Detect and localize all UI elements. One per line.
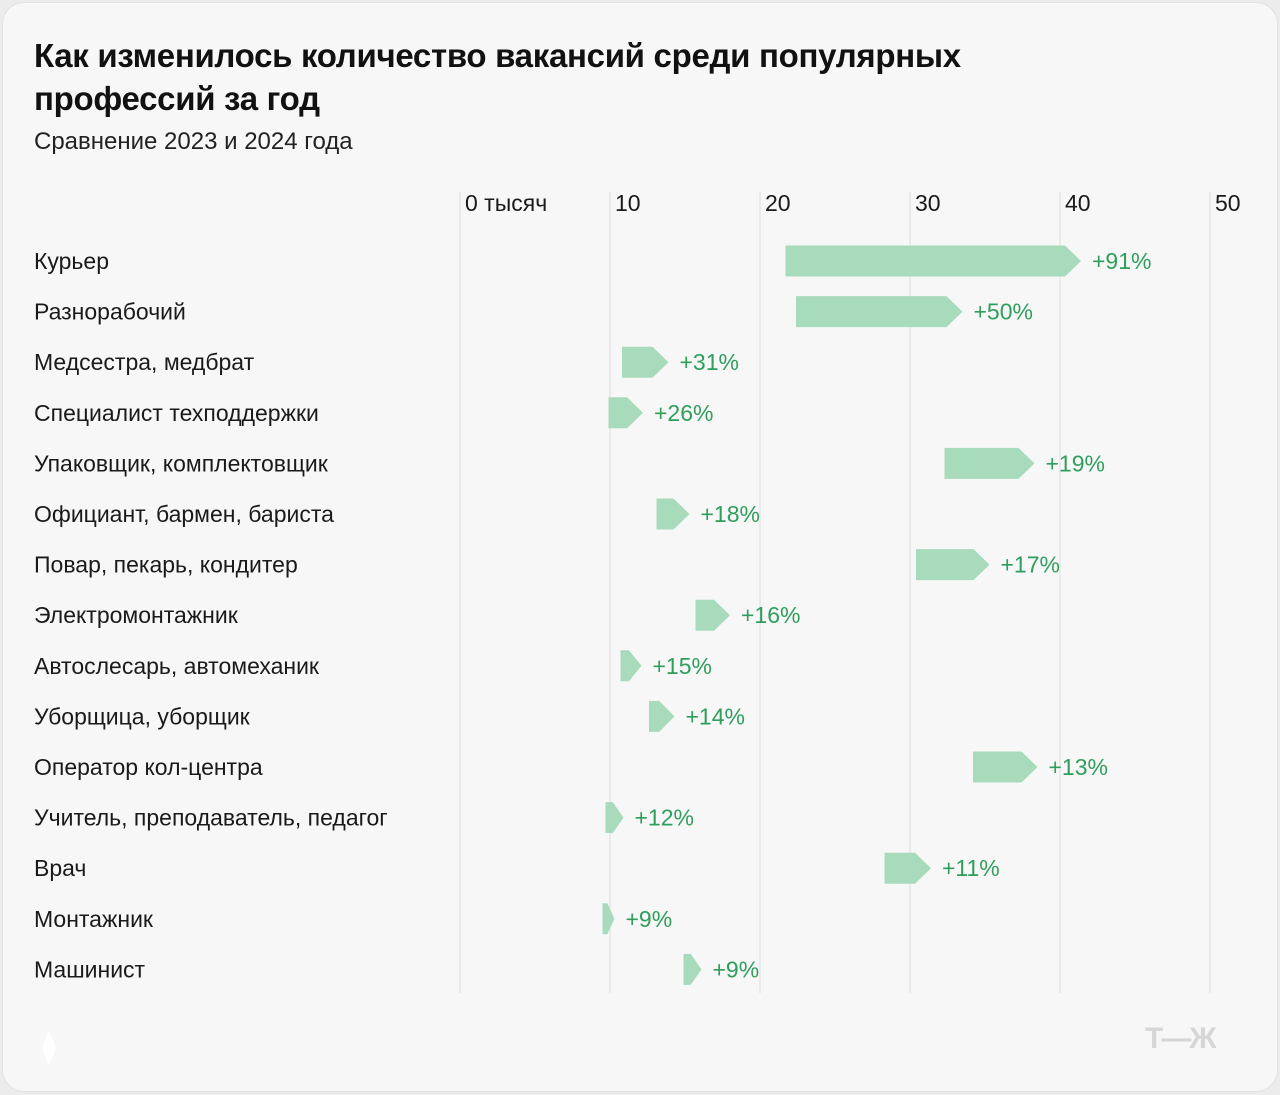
bar-arrow — [620, 650, 642, 682]
x-tick-label: 10 — [615, 190, 641, 216]
data-label: +91% — [1092, 248, 1151, 274]
category-label: Официант, бармен, бариста — [34, 501, 334, 527]
data-label: +16% — [741, 602, 800, 628]
category-label: Машинист — [34, 956, 146, 982]
chart-subtitle: Сравнение 2023 и 2024 года — [34, 128, 353, 155]
bar-arrow — [683, 953, 702, 985]
bar-arrow — [796, 296, 963, 328]
category-label: Оператор кол-центра — [34, 754, 263, 780]
category-label: Автослесарь, автомеханик — [34, 653, 320, 679]
x-tick-label: 40 — [1065, 190, 1091, 216]
x-tick-label: 30 — [915, 190, 941, 216]
data-label: +14% — [686, 703, 745, 729]
bar-arrow — [695, 599, 730, 631]
bar-arrow — [649, 700, 675, 732]
category-label: Специалист техподдержки — [34, 400, 319, 426]
data-label: +19% — [1046, 450, 1105, 476]
data-label: +26% — [654, 400, 713, 426]
bar-arrow — [622, 346, 669, 378]
data-label: +11% — [942, 855, 1000, 881]
data-label: +15% — [653, 653, 712, 679]
data-label: +13% — [1049, 754, 1108, 780]
data-label: +9% — [626, 906, 673, 932]
bar-arrow — [656, 498, 690, 530]
x-tick-label: 50 — [1215, 190, 1241, 216]
chart-title: Как изменилось количество вакансий среди… — [34, 37, 961, 117]
category-label: Уборщица, уборщик — [34, 703, 251, 729]
diamond-logo-icon — [42, 1030, 56, 1066]
data-label: +9% — [713, 956, 760, 982]
tj-logo: Т—Ж — [1145, 1022, 1216, 1055]
bar-arrow — [973, 751, 1038, 783]
category-label: Монтажник — [34, 906, 154, 932]
bar-arrow — [884, 852, 931, 884]
bar-arrow — [944, 447, 1035, 479]
category-label: Разнорабочий — [34, 299, 186, 325]
bar-arrow — [602, 903, 615, 935]
category-label: Учитель, преподаватель, педагог — [34, 805, 388, 831]
data-label: +31% — [680, 349, 739, 375]
bar-arrow — [785, 245, 1081, 277]
x-tick-label: 0 тысяч — [465, 190, 547, 216]
bar-arrow — [916, 549, 990, 581]
category-label: Упаковщик, комплектовщик — [34, 450, 329, 476]
x-tick-label: 20 — [765, 190, 791, 216]
category-label: Курьер — [34, 248, 109, 274]
category-label: Врач — [34, 855, 86, 881]
category-label: Электромонтажник — [34, 602, 239, 628]
bar-arrow — [608, 397, 643, 429]
data-label: +12% — [635, 805, 694, 831]
data-label: +50% — [974, 299, 1033, 325]
category-label: Медсестра, медбрат — [34, 349, 255, 375]
data-label: +17% — [1001, 552, 1060, 578]
category-label: Повар, пекарь, кондитер — [34, 552, 298, 578]
bar-arrow — [605, 802, 624, 834]
data-label: +18% — [701, 501, 760, 527]
